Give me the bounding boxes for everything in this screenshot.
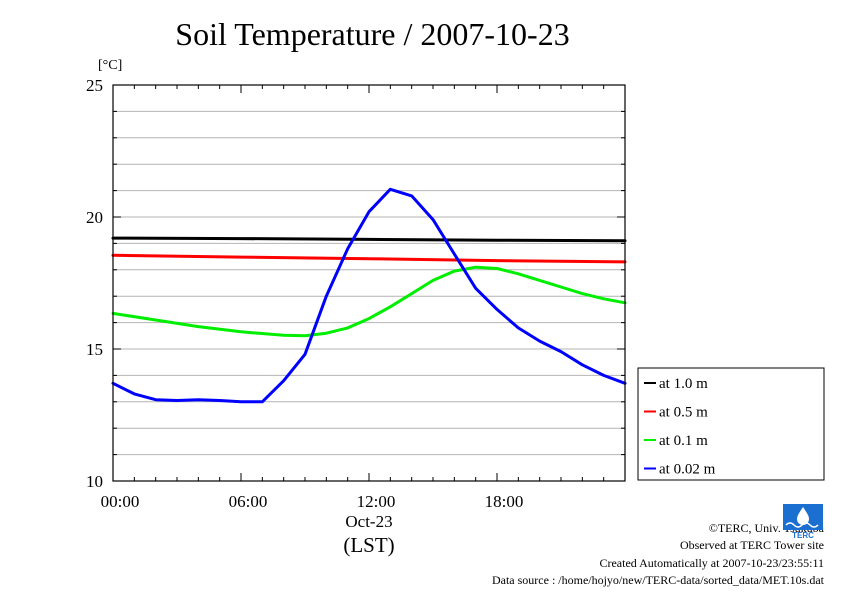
y-tick-label: 20: [86, 208, 103, 227]
axes: 10 15 20 25 00:00 06:00 12:00 18:00: [86, 76, 626, 511]
footer-observed: Observed at TERC Tower site: [679, 538, 824, 552]
x-tick-label: 00:00: [101, 492, 140, 511]
x-tick-label: 06:00: [229, 492, 268, 511]
x-axis-label: (LST): [343, 533, 394, 557]
legend-label: at 0.02 m: [659, 462, 716, 478]
legend-label: at 0.5 m: [659, 405, 708, 421]
series-lines: [111, 187, 627, 404]
chart-title: Soil Temperature / 2007-10-23: [175, 16, 570, 52]
x-tick-label: 18:00: [485, 492, 524, 511]
footer-created: Created Automatically at 2007-10-23/23:5…: [599, 556, 824, 570]
x-tick-label: 12:00: [357, 492, 396, 511]
series-line-2: [111, 265, 627, 338]
y-axis-label: [°C]: [98, 58, 122, 73]
series-line-1: [111, 253, 627, 264]
grid-lines: [113, 110, 625, 456]
legend: at 1.0 m at 0.5 m at 0.1 m at 0.02 m: [637, 367, 825, 481]
legend-label: at 1.0 m: [659, 376, 708, 392]
series-line-0: [111, 236, 627, 243]
terc-logo: TERC: [783, 504, 823, 539]
legend-box: [637, 367, 825, 481]
legend-label: at 0.1 m: [659, 433, 708, 449]
footer-source: Data source : /home/hojyo/new/TERC-data/…: [491, 573, 824, 587]
y-tick-label: 25: [86, 76, 103, 95]
y-tick-label: 15: [86, 340, 103, 359]
y-tick-label: 10: [86, 472, 103, 491]
series-line-3: [111, 187, 627, 404]
x-date-label: Oct-23: [345, 512, 392, 531]
logo-text: TERC: [792, 531, 814, 539]
